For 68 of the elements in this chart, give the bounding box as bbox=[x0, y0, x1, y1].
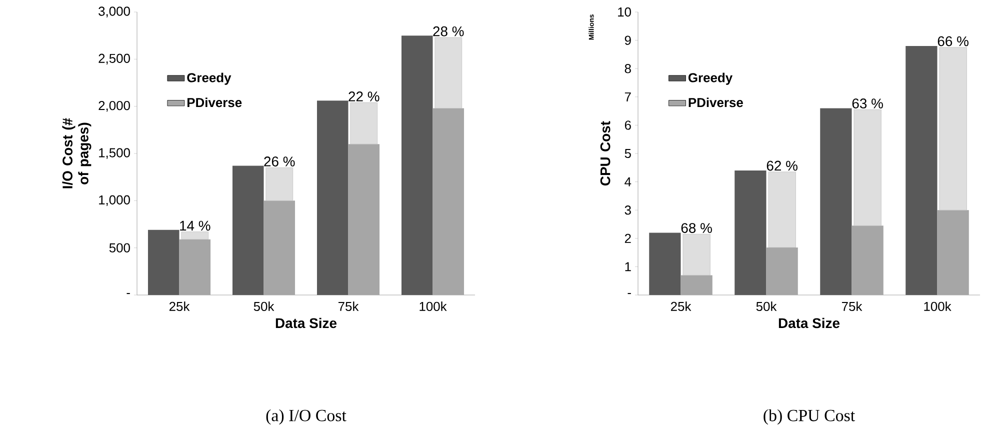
y-tick-label: 1,500 bbox=[99, 148, 130, 159]
bar bbox=[348, 144, 380, 295]
annotation: 14 % bbox=[180, 220, 210, 231]
bar bbox=[906, 46, 938, 295]
y-tick-label: 8 bbox=[624, 64, 631, 74]
x-tick-label: 75k bbox=[338, 302, 359, 312]
bar bbox=[937, 210, 969, 295]
x-tick-label: 50k bbox=[254, 302, 274, 312]
bar bbox=[434, 37, 462, 108]
y-tick-label: - bbox=[628, 293, 631, 294]
y-tick-label: 500 bbox=[109, 243, 130, 252]
y-tick-label: 4 bbox=[624, 177, 632, 186]
y-tick-label: 3 bbox=[624, 206, 631, 215]
x-tick-label: 100k bbox=[924, 302, 952, 312]
bar bbox=[854, 109, 882, 226]
x-tick-label: 75k bbox=[842, 302, 862, 312]
bar bbox=[734, 170, 766, 295]
x-tick-label: 25k bbox=[670, 302, 692, 312]
y-tick-label: 2 bbox=[624, 234, 631, 243]
y-axis-title: I/O Cost (# of pages) bbox=[62, 118, 92, 188]
legend-label: Greedy bbox=[187, 72, 232, 85]
bar bbox=[232, 166, 264, 295]
legend-label: PDiverse bbox=[187, 98, 242, 108]
legend-label: Greedy bbox=[688, 72, 733, 85]
bar bbox=[266, 167, 294, 201]
bar bbox=[148, 230, 180, 295]
text: (b) CPU Cost bbox=[764, 409, 856, 425]
x-tick-label: 25k bbox=[169, 302, 190, 312]
y-axis-title: CPU Cost bbox=[600, 121, 610, 186]
annotation: 28 % bbox=[433, 26, 464, 36]
bar bbox=[649, 232, 681, 295]
y-tick-label: 5 bbox=[624, 148, 631, 158]
y-tick-label: 10 bbox=[618, 7, 631, 17]
bar bbox=[264, 200, 296, 295]
annotation: 22 % bbox=[348, 92, 380, 102]
x-tick-label: 50k bbox=[756, 302, 777, 312]
bar bbox=[316, 100, 348, 295]
annotation: 66 % bbox=[938, 36, 968, 46]
bar bbox=[432, 108, 464, 295]
bar bbox=[401, 36, 433, 295]
y-tick-label: 2,500 bbox=[98, 54, 130, 65]
y-tick-label: 2,000 bbox=[98, 100, 130, 112]
bar bbox=[179, 239, 211, 295]
annotation: 68 % bbox=[681, 223, 712, 233]
y-tick-label: 6 bbox=[624, 120, 631, 130]
annotation: 26 % bbox=[264, 156, 295, 166]
bar bbox=[820, 108, 852, 295]
bar bbox=[852, 226, 884, 295]
x-axis-title: Data Size bbox=[276, 318, 337, 328]
x-tick-label: 100k bbox=[420, 302, 447, 312]
y-tick-label: 9 bbox=[624, 36, 631, 45]
bar bbox=[350, 102, 378, 144]
bar bbox=[181, 232, 209, 240]
bar bbox=[682, 234, 710, 276]
annotation: 62 % bbox=[766, 160, 798, 171]
text: (a) I/O Cost bbox=[266, 409, 346, 425]
x-axis-title: Data Size bbox=[778, 318, 840, 328]
bar bbox=[768, 172, 796, 248]
bar bbox=[766, 247, 798, 295]
bar bbox=[680, 275, 712, 295]
annotation: 63 % bbox=[852, 98, 883, 108]
y-tick-label: - bbox=[126, 293, 130, 294]
legend-label: PDiverse bbox=[688, 98, 743, 108]
y-tick-label: 1,000 bbox=[99, 195, 130, 206]
y-tick-label: 1 bbox=[625, 262, 631, 272]
y-tick-label: 3,000 bbox=[98, 6, 130, 18]
bar bbox=[939, 47, 967, 210]
y-tick-label: 7 bbox=[624, 92, 631, 102]
